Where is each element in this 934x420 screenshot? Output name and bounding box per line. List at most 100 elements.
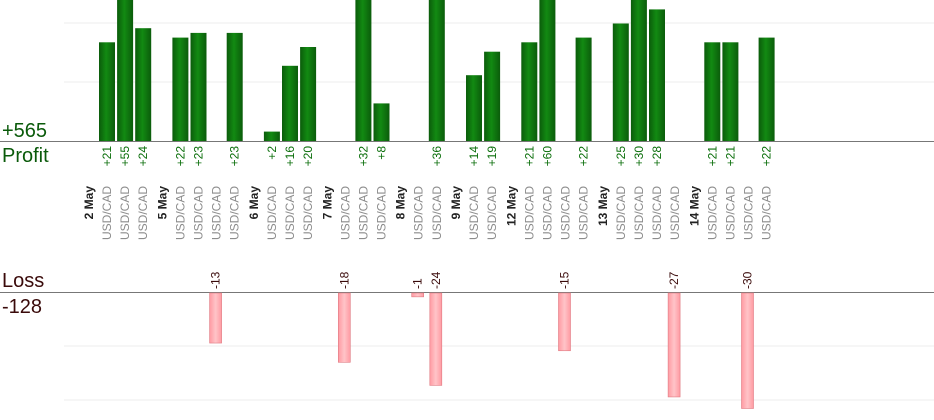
profit-value-label: +21 (705, 146, 719, 167)
loss-value-label: -15 (558, 271, 572, 289)
profit-value-label: +16 (283, 146, 297, 167)
date-label: 7 May (320, 186, 334, 220)
labels: +21 USD/CAD 2 May +55 USD/CAD +24 USD/CAD +22 US… (82, 146, 774, 289)
loss-value-label: -18 (337, 271, 351, 289)
profit-value-label: +32 (356, 146, 370, 167)
date-label: 5 May (155, 186, 169, 220)
loss-value-label: -27 (667, 271, 681, 289)
profit-value-label: +19 (485, 146, 499, 167)
instrument-label: USD/CAD (723, 186, 737, 240)
loss-label: Loss (2, 270, 45, 292)
profit-bar (190, 32, 207, 141)
profit-total: +565 (2, 120, 48, 142)
instrument-label: USD/CAD (173, 186, 187, 240)
profit-bar (612, 23, 629, 141)
profit-bar (282, 65, 298, 141)
instrument-label: USD/CAD (650, 186, 664, 240)
profit-value-label: +8 (375, 146, 389, 160)
profit-value-label: +22 (760, 146, 774, 167)
profit-bar (373, 103, 390, 141)
profit-value-label: +55 (118, 146, 132, 167)
instrument-label: USD/CAD (118, 186, 132, 240)
loss-bar (741, 292, 754, 409)
date-label: 6 May (247, 186, 261, 220)
profit-value-label: +2 (265, 146, 279, 160)
profit-value-label: +22 (173, 146, 187, 167)
profit-bar (135, 28, 152, 142)
instrument-label: USD/CAD (430, 186, 444, 240)
profit-value-label: +23 (192, 146, 206, 167)
profit-value-label: +21 (723, 146, 737, 167)
profit-bar (117, 0, 134, 141)
profit-bar (428, 0, 445, 141)
loss-bar (337, 292, 351, 363)
instrument-label: USD/CAD (559, 186, 573, 240)
date-label: 8 May (394, 186, 408, 220)
profit-value-label: +22 (577, 146, 591, 167)
loss-value-label: -30 (741, 271, 755, 289)
profit-bar (575, 37, 592, 141)
date-label: 2 May (82, 186, 96, 220)
profit-bar (649, 9, 665, 142)
profit-bar (539, 0, 556, 141)
instrument-label: USD/CAD (522, 186, 536, 240)
profit-bar (704, 42, 721, 141)
instrument-label: USD/CAD (668, 186, 682, 240)
date-label: 13 May (596, 186, 610, 226)
instrument-label: USD/CAD (742, 186, 756, 240)
instrument-label: USD/CAD (228, 186, 242, 240)
instrument-label: USD/CAD (265, 186, 279, 240)
profit-bar (99, 42, 115, 141)
profit-bar (226, 32, 243, 141)
gridlines (0, 22, 934, 401)
instrument-label: USD/CAD (632, 186, 646, 240)
profit-value-label: +21 (100, 146, 114, 167)
date-label: 12 May (504, 186, 518, 226)
instrument-label: USD/CAD (136, 186, 150, 240)
profit-value-label: +30 (632, 146, 646, 167)
instrument-label: USD/CAD (485, 186, 499, 240)
profit-bar (484, 51, 501, 142)
profit-value-label: +14 (467, 146, 481, 167)
profit-value-label: +24 (136, 146, 150, 167)
date-label: 9 May (449, 186, 463, 220)
profit-value-label: +60 (540, 146, 554, 167)
profit-bar (300, 47, 317, 141)
instrument-label: USD/CAD (412, 186, 426, 240)
loss-bar (411, 292, 425, 298)
instrument-label: USD/CAD (100, 186, 114, 240)
loss-value-label: -1 (411, 278, 425, 289)
profit-bar (758, 37, 775, 141)
profit-bar (263, 131, 280, 141)
loss-value-label: -24 (429, 271, 443, 289)
profit-bar (722, 42, 739, 141)
date-label: 14 May (687, 186, 701, 226)
instrument-label: USD/CAD (467, 186, 481, 240)
instrument-label: USD/CAD (375, 186, 389, 240)
loss-bar (667, 292, 681, 398)
profit-bar (521, 42, 538, 141)
instrument-label: USD/CAD (705, 186, 719, 240)
instrument-label: USD/CAD (356, 186, 370, 240)
profit-label: Profit (2, 145, 49, 167)
instrument-label: USD/CAD (760, 186, 774, 240)
profit-value-label: +23 (228, 146, 242, 167)
instrument-label: USD/CAD (577, 186, 591, 240)
bars (99, 0, 775, 409)
profit-value-label: +20 (301, 146, 315, 167)
profit-value-label: +25 (614, 146, 628, 167)
profit-bar (630, 0, 647, 141)
instrument-label: USD/CAD (540, 186, 554, 240)
loss-bar (209, 292, 222, 344)
loss-bar (558, 292, 571, 352)
instrument-label: USD/CAD (283, 186, 297, 240)
profit-value-label: +21 (522, 146, 536, 167)
instrument-label: USD/CAD (338, 186, 352, 240)
instrument-label: USD/CAD (192, 186, 206, 240)
instrument-label: USD/CAD (614, 186, 628, 240)
profit-bar (466, 75, 482, 141)
instrument-label: USD/CAD (301, 186, 315, 240)
profit-value-label: +28 (650, 146, 664, 167)
